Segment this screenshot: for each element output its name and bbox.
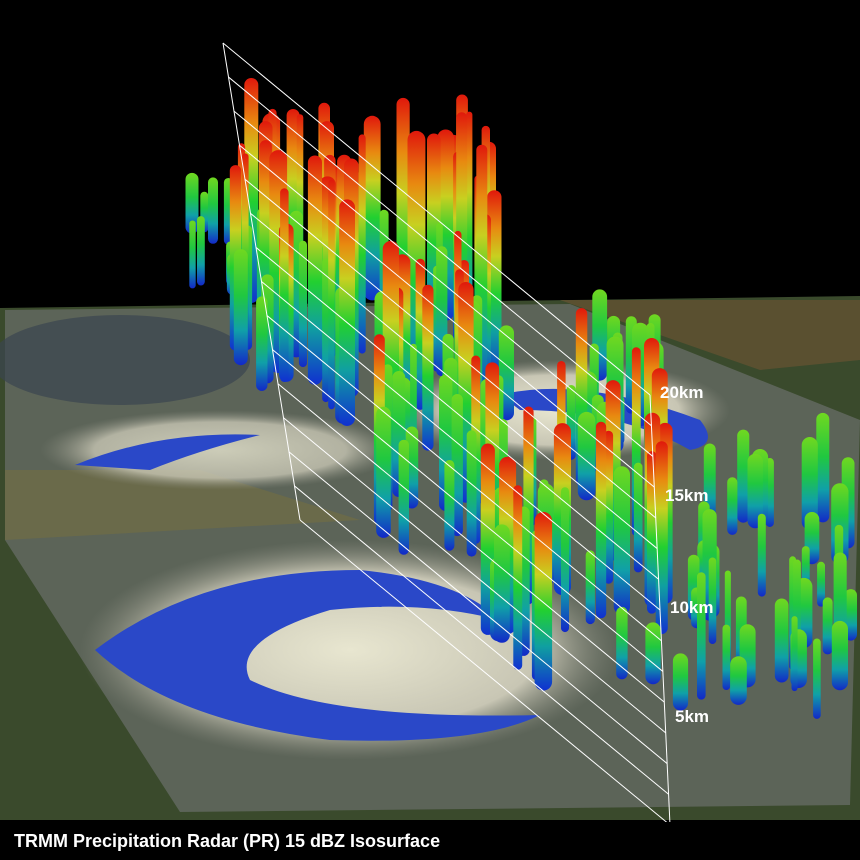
rain-column [645, 622, 661, 685]
rain-column [444, 460, 455, 551]
rain-column [708, 557, 717, 644]
rain-column [647, 451, 657, 614]
rain-column [307, 155, 322, 385]
rain-column [697, 572, 706, 700]
plane-line [261, 281, 661, 611]
rain-column [189, 220, 196, 289]
plane-line [288, 451, 668, 764]
rain-column [534, 511, 553, 691]
rain-column [422, 284, 434, 451]
caption-bar [0, 822, 860, 860]
rain-area [500, 388, 708, 450]
rain-column [339, 199, 355, 426]
rain-column [577, 411, 596, 501]
plane-line [255, 247, 659, 580]
rain-area [95, 570, 540, 741]
plane-line [250, 212, 658, 549]
rain-column [801, 437, 818, 530]
rain-column [280, 188, 289, 382]
rain-column [256, 296, 268, 391]
rain-column [831, 620, 848, 691]
rain-column [561, 487, 569, 633]
plane-line [283, 417, 667, 734]
height-label: 5km [675, 707, 709, 726]
cloud [40, 410, 400, 490]
height-label: 15km [665, 486, 708, 505]
rain-column [185, 172, 199, 234]
rain-column [451, 394, 463, 537]
rain-area [75, 434, 260, 470]
rain-column [197, 216, 205, 286]
isosurface [185, 78, 857, 719]
cloud-shadow [0, 315, 250, 405]
land-east [560, 300, 860, 370]
rain-column [791, 616, 798, 692]
rain-column [298, 240, 307, 368]
plane-line [299, 519, 671, 826]
rain-column [747, 453, 763, 529]
plane-line [239, 144, 655, 488]
rain-column [822, 597, 833, 655]
plane-line [294, 485, 669, 795]
rain-column [398, 439, 409, 555]
height-plane [222, 42, 671, 826]
rain-column [363, 115, 381, 301]
rain-column [585, 550, 595, 625]
rain-column [513, 485, 523, 670]
caption: TRMM Precipitation Radar (PR) 15 dBZ Iso… [14, 831, 440, 851]
height-label: 20km [660, 383, 703, 402]
rain-column [730, 656, 747, 705]
plane-line [244, 178, 657, 519]
plane-edge [222, 42, 651, 396]
rain-column [722, 624, 731, 690]
land-patch [5, 470, 360, 540]
rain-column [633, 462, 643, 573]
rain-column [817, 561, 825, 607]
plane-line [228, 76, 652, 427]
rain-column [655, 441, 668, 634]
rain-column [595, 421, 607, 619]
plane-line [266, 315, 662, 642]
rain-column [757, 513, 766, 597]
rain-column [737, 429, 750, 523]
plane-line [272, 349, 664, 672]
rain-column [774, 598, 789, 683]
rain-column [816, 412, 830, 523]
rain-column [813, 638, 821, 719]
rain-column [616, 606, 628, 680]
rain-column [233, 249, 248, 366]
rain-column [613, 466, 630, 615]
rain-column [494, 524, 510, 643]
plane-line [277, 383, 665, 703]
height-label: 10km [670, 598, 713, 617]
rain-column [466, 430, 477, 557]
rain-column [376, 406, 391, 538]
plane-line [233, 110, 654, 457]
rain-column [672, 653, 689, 711]
rain-column [727, 477, 738, 535]
rain-column [604, 430, 614, 584]
rain-column [208, 177, 218, 244]
rain-column [328, 179, 335, 410]
